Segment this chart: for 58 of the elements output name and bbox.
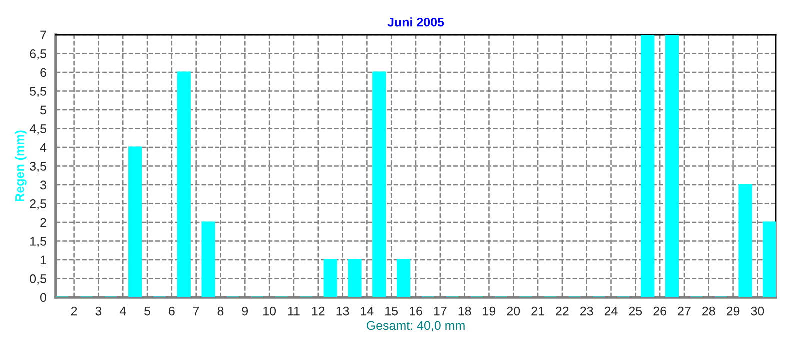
x-tick-label: 29 bbox=[726, 306, 740, 316]
x-tick-label: 4 bbox=[120, 306, 126, 316]
x-tick-label: 16 bbox=[410, 306, 422, 316]
bar bbox=[128, 146, 142, 298]
bar bbox=[324, 259, 338, 298]
y-tick-label: 1,5 bbox=[30, 237, 46, 248]
bar bbox=[397, 259, 411, 298]
x-tick-label: 30 bbox=[751, 306, 764, 316]
x-tick-label: 5 bbox=[144, 306, 150, 316]
bar bbox=[738, 184, 752, 298]
bar bbox=[641, 35, 655, 298]
x-tick-label: 10 bbox=[264, 306, 276, 316]
x-tick-label: 21 bbox=[532, 306, 544, 316]
y-tick-label: 3,5 bbox=[30, 162, 46, 172]
y-tick-label: 3 bbox=[40, 180, 46, 190]
x-tick-label: 12 bbox=[312, 306, 325, 316]
y-tick-label: 7 bbox=[40, 30, 46, 40]
y-tick-label: 2,5 bbox=[30, 200, 46, 210]
x-tick-label: 27 bbox=[678, 306, 691, 316]
y-tick-label: 5,5 bbox=[30, 87, 46, 98]
x-tick-label: 7 bbox=[194, 306, 200, 316]
x-tick-label: 3 bbox=[96, 306, 102, 316]
x-tick-label: 28 bbox=[702, 306, 716, 316]
bar bbox=[202, 222, 216, 298]
y-tick-label: 4 bbox=[40, 143, 47, 152]
x-tick-label: 18 bbox=[458, 306, 472, 316]
x-tick-label: 13 bbox=[336, 306, 350, 316]
x-tick-label: 25 bbox=[629, 306, 642, 316]
y-tick-label: 0 bbox=[40, 293, 46, 302]
x-tick-label: 17 bbox=[434, 306, 447, 316]
bar bbox=[665, 35, 680, 298]
y-tick-label: 2 bbox=[40, 218, 46, 228]
x-tick-label: 8 bbox=[218, 306, 224, 316]
bar bbox=[372, 72, 386, 298]
chart-title: Juni 2005 bbox=[388, 18, 444, 27]
x-axis-title: Gesamt: 40,0 mm bbox=[366, 321, 465, 332]
x-tick-label: 11 bbox=[288, 306, 300, 316]
y-tick-label: 0,5 bbox=[30, 274, 46, 285]
y-axis-title: Regen (mm) bbox=[15, 130, 27, 202]
y-tick-label: 6,5 bbox=[30, 50, 46, 60]
y-tick-label: 5 bbox=[40, 106, 46, 115]
y-tick-label: 4,5 bbox=[30, 124, 46, 135]
x-tick-label: 15 bbox=[386, 306, 398, 316]
x-tick-label: 19 bbox=[483, 306, 496, 316]
x-tick-label: 9 bbox=[242, 306, 248, 316]
bar bbox=[763, 222, 776, 298]
x-tick-label: 6 bbox=[169, 306, 175, 316]
x-tick-label: 20 bbox=[507, 306, 520, 316]
y-tick-label: 1 bbox=[40, 256, 46, 265]
x-tick-label: 14 bbox=[361, 306, 374, 316]
x-tick-label: 26 bbox=[654, 306, 666, 316]
bar bbox=[177, 72, 191, 298]
x-tick-label: 24 bbox=[604, 306, 618, 316]
y-tick-label: 6 bbox=[40, 68, 46, 78]
bar bbox=[348, 259, 362, 298]
x-tick-label: 22 bbox=[556, 306, 569, 316]
x-tick-label: 23 bbox=[580, 306, 594, 316]
x-tick-label: 2 bbox=[71, 306, 78, 316]
